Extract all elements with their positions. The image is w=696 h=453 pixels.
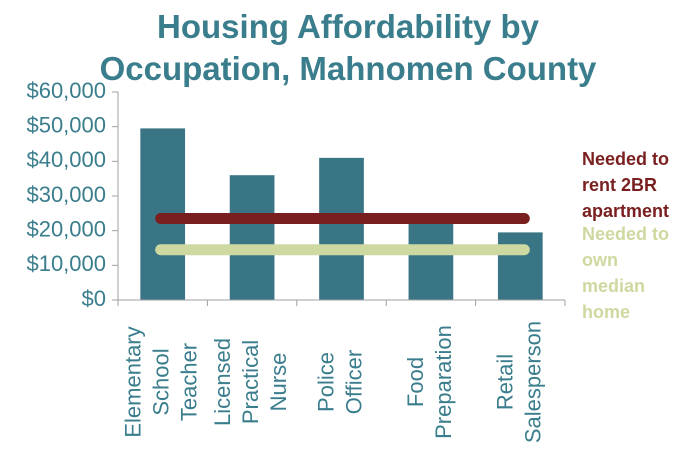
- bar: [497, 232, 543, 300]
- x-tick-label: Elementary School Teacher: [121, 326, 202, 437]
- y-tick-label: $0: [82, 286, 106, 311]
- x-tick-label-line: Salesperson: [520, 321, 545, 443]
- reference-label: Needed to: [582, 149, 669, 169]
- x-tick-label-line: Food: [403, 357, 428, 407]
- bar: [229, 175, 275, 300]
- bar: [408, 223, 454, 300]
- y-tick-label: $60,000: [26, 78, 106, 103]
- y-tick-label: $50,000: [26, 112, 106, 137]
- x-tick-label-line: Preparation: [431, 325, 456, 439]
- x-tick-label-line: Police: [313, 352, 338, 412]
- reference-label: home: [582, 302, 630, 322]
- reference-label: apartment: [582, 201, 669, 221]
- x-tick-label: Retail Salesperson: [492, 321, 545, 443]
- y-tick-label: $30,000: [26, 182, 106, 207]
- x-tick-label: Licensed Practical Nurse: [210, 338, 291, 426]
- reference-label: Needed to: [582, 224, 669, 244]
- x-tick-label-line: Retail: [492, 354, 517, 410]
- y-tick-label: $40,000: [26, 147, 106, 172]
- x-tick-label-line: Practical: [238, 340, 263, 424]
- y-tick-label: $10,000: [26, 251, 106, 276]
- x-tick-label: Police Officer: [313, 350, 366, 414]
- x-tick-label-line: Elementary: [121, 326, 146, 437]
- chart-title: Housing Affordability by Occupation, Mah…: [99, 8, 597, 87]
- y-tick-label: $20,000: [26, 216, 106, 241]
- bar: [319, 157, 364, 300]
- reference-label: rent 2BR: [582, 175, 657, 195]
- x-tick-label-line: Licensed: [210, 338, 235, 426]
- x-tick-label-line: Officer: [341, 350, 366, 414]
- reference-label: own: [582, 250, 618, 270]
- x-tick-label-line: Nurse: [266, 353, 291, 412]
- x-tick-label: Food Preparation: [403, 325, 456, 439]
- x-tick-label-line: Teacher: [177, 343, 202, 421]
- reference-label: median: [582, 276, 645, 296]
- x-tick-label-line: School: [149, 348, 174, 415]
